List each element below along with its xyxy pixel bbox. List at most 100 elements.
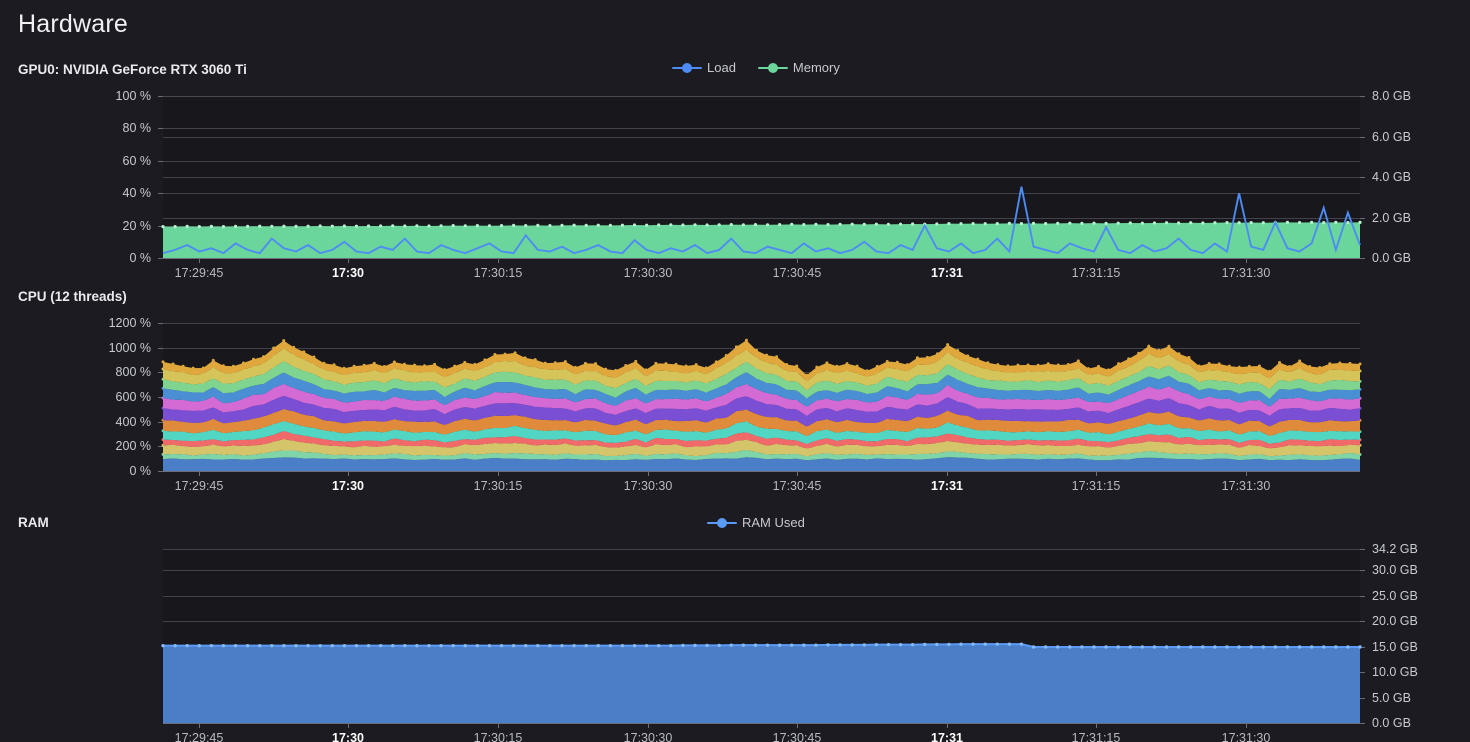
data-point-marker (850, 222, 854, 226)
data-point-marker (583, 361, 587, 365)
data-point-marker (513, 351, 517, 355)
data-point-marker (330, 224, 334, 228)
cpu-thread-band (163, 395, 1360, 427)
gridline (163, 595, 1360, 597)
data-point-marker (947, 221, 951, 226)
x-axis-tick (1246, 723, 1247, 728)
axis-tick-label: 15.0 GB (1372, 639, 1418, 654)
data-point-marker (211, 358, 215, 362)
axis-tickmark (1360, 646, 1365, 648)
data-point-marker (802, 222, 806, 227)
legend-item-load[interactable]: Load (672, 60, 736, 75)
axis-tickmark (1360, 96, 1365, 97)
data-point-marker (874, 222, 878, 226)
data-point-marker (754, 348, 758, 352)
gridline (163, 96, 1360, 97)
data-point-marker (1278, 360, 1282, 364)
data-point-marker (1338, 361, 1342, 365)
data-point-marker (391, 643, 395, 648)
data-point-marker (885, 360, 889, 364)
data-point-marker (1092, 645, 1096, 649)
data-point-marker (669, 223, 673, 227)
gpu-plot-area[interactable]: 100 % 80 % 60 % 40 % 20 % 0 % 8.0 GB 6.0 GB 4.0 … (116, 89, 1411, 280)
data-point-marker (423, 364, 427, 368)
data-point-marker (1227, 364, 1231, 368)
x-axis-label: 17:30:15 (473, 266, 523, 280)
data-point-marker (765, 223, 770, 227)
data-point-marker (681, 643, 685, 648)
data-point-marker (778, 222, 782, 227)
page-title: Hardware (18, 10, 128, 38)
ram-used-line (163, 643, 1360, 648)
data-point-marker (777, 643, 782, 647)
data-point-marker (1068, 645, 1072, 649)
data-point-marker (1318, 366, 1322, 370)
legend-item-ram-used[interactable]: RAM Used (707, 515, 805, 530)
data-point-marker (753, 643, 758, 647)
data-point-marker (548, 643, 552, 648)
x-axis-label: 17:30:45 (772, 266, 822, 280)
data-point-marker (382, 365, 386, 369)
data-point-marker (1187, 356, 1191, 359)
data-point-marker (674, 362, 678, 366)
data-point-marker (352, 364, 356, 368)
data-point-marker (862, 643, 866, 647)
x-axis-tick (797, 471, 798, 476)
data-point-marker (1019, 221, 1024, 226)
x-axis-label: 17:31 (931, 266, 963, 280)
x-axis-tick (199, 471, 200, 476)
x-axis-tick (1096, 723, 1097, 728)
data-point-marker (427, 643, 431, 648)
ram-plot-area[interactable]: 34.2 GB 30.0 GB 25.0 GB 20.0 GB 15.0 GB 10.0 … (161, 542, 1418, 742)
cpu-thread-band (163, 409, 1360, 437)
data-point-marker (1104, 645, 1108, 649)
x-axis-tick (1096, 471, 1097, 476)
data-point-marker (439, 224, 443, 228)
data-point-marker (543, 361, 547, 365)
data-point-marker (1164, 645, 1169, 649)
x-axis-label: 17:31:30 (1221, 731, 1271, 742)
data-point-marker (1247, 364, 1251, 368)
data-point-marker (814, 222, 818, 226)
data-point-marker (294, 224, 298, 229)
data-point-marker (499, 643, 504, 648)
ram-section: RAM RAM Used 34.2 GB 30.0 GB 25.0 GB 20.0 G… (0, 515, 1470, 742)
data-point-marker (197, 225, 201, 229)
data-point-marker (925, 355, 929, 359)
x-axis-tick (797, 723, 798, 728)
data-point-marker (704, 366, 708, 370)
data-point-marker (1309, 645, 1314, 649)
data-point-marker (463, 360, 467, 364)
data-point-marker (1288, 364, 1292, 368)
data-point-marker (741, 643, 746, 647)
cpu-thread-band (163, 450, 1360, 461)
data-point-marker (221, 643, 226, 648)
cpu-thread-band (163, 430, 1360, 449)
data-point-marker (475, 224, 479, 228)
legend-label: Load (707, 60, 736, 75)
data-point-marker (270, 224, 274, 229)
data-point-marker (560, 223, 564, 227)
data-point-marker (1044, 221, 1048, 226)
data-point-marker (915, 356, 919, 360)
cpu-plot-area[interactable]: 1200 % 1000 % 800 % 600 % 400 % 200 % 0 % 17:29… (109, 316, 1362, 493)
data-point-marker (1334, 220, 1338, 224)
gpu-load-line (162, 186, 1361, 255)
data-point-marker (270, 643, 274, 648)
axis-tick-label: 60 % (122, 153, 152, 168)
gridline (163, 128, 1360, 130)
data-point-marker (1152, 645, 1157, 649)
data-point-marker (523, 356, 527, 360)
data-point-marker (1086, 367, 1090, 371)
data-point-marker (1213, 221, 1217, 225)
data-point-marker (342, 643, 347, 648)
data-point-marker (233, 643, 238, 648)
legend-item-memory[interactable]: Memory (757, 60, 840, 75)
data-point-marker (1177, 352, 1181, 356)
data-point-marker (475, 643, 480, 648)
data-point-marker (645, 223, 649, 227)
x-axis-tick (1096, 258, 1097, 263)
data-point-marker (1031, 645, 1036, 649)
gridline (163, 193, 1360, 195)
data-point-marker (765, 643, 770, 647)
